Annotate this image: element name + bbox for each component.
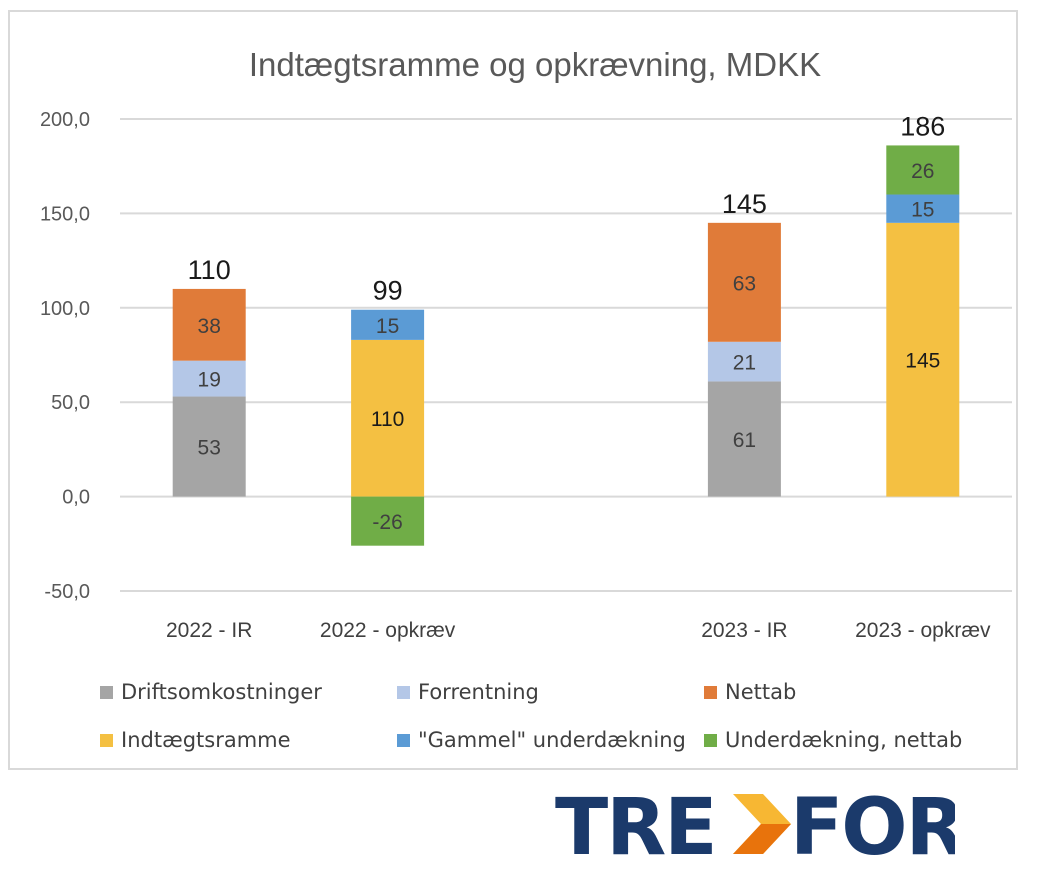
chart-frame: Indtægtsramme og opkrævning, MDKK 200,0 1… <box>8 10 1018 770</box>
y-tick-label: -50,0 <box>44 581 90 603</box>
data-label: 21 <box>733 352 756 375</box>
bar-segment <box>172 360 246 397</box>
bar-segment <box>707 341 781 382</box>
y-tick-label: 200,0 <box>40 109 90 131</box>
y-axis-tick-labels: 200,0 150,0 100,0 50,0 0,0 -50,0 <box>40 109 90 603</box>
total-label: 110 <box>188 255 231 285</box>
stacked-bar-chart: Indtægtsramme og opkrævning, MDKK 200,0 1… <box>40 46 1012 642</box>
legend-label: Nettab <box>725 680 797 704</box>
data-label: 15 <box>911 199 934 222</box>
legend-item-forrentning: Forrentning <box>397 680 539 704</box>
bar-segment <box>351 339 425 497</box>
total-label: 145 <box>722 189 767 219</box>
total-label: 186 <box>900 111 945 141</box>
legend-item-driftsomkostninger: Driftsomkostninger <box>100 680 322 704</box>
bar-segment <box>172 396 246 497</box>
data-label: 15 <box>376 315 399 338</box>
x-tick-label: 2023 - opkræv <box>855 619 991 642</box>
y-tick-label: 50,0 <box>51 392 90 414</box>
bar-segment <box>707 381 781 497</box>
legend-swatch <box>397 733 410 747</box>
logo-arrow-icon <box>733 794 791 854</box>
legend-label: Indtægtsramme <box>121 728 291 752</box>
data-label: 26 <box>911 160 934 183</box>
y-tick-label: 0,0 <box>62 487 90 509</box>
segment-labels: 53 19 38 110 15 -26 61 21 63 145 15 26 <box>198 160 941 534</box>
data-label: 53 <box>198 437 221 460</box>
legend-label: Underdækning, nettab <box>725 728 963 752</box>
data-label: 110 <box>371 408 404 431</box>
x-tick-label: 2022 - IR <box>166 619 252 642</box>
bars <box>172 145 960 546</box>
legend-label: Forrentning <box>418 680 539 704</box>
legend-swatch <box>100 685 113 699</box>
data-label: 19 <box>198 369 221 392</box>
y-tick-label: 100,0 <box>40 298 90 320</box>
x-tick-label: 2023 - IR <box>701 619 787 642</box>
bar-segment <box>886 145 960 195</box>
x-axis-tick-labels: 2022 - IR 2022 - opkræv 2023 - IR 2023 - op… <box>166 619 991 642</box>
legend-swatch <box>397 685 410 699</box>
data-label: 61 <box>733 429 756 452</box>
x-tick-label: 2022 - opkræv <box>320 619 456 642</box>
y-tick-label: 150,0 <box>40 203 90 225</box>
legend-swatch <box>704 733 717 747</box>
bar-segment <box>886 194 960 223</box>
total-label: 99 <box>373 276 403 306</box>
logo-text-right: FOR <box>790 786 955 866</box>
bar-segment <box>707 222 781 342</box>
logo-text-left: TRE <box>555 786 716 866</box>
data-label: 145 <box>905 350 940 373</box>
chart-legend: Driftsomkostninger Forrentning Nettab In… <box>100 680 1000 770</box>
bar-segment <box>172 288 246 361</box>
data-label: 38 <box>198 315 221 338</box>
legend-swatch <box>100 733 113 747</box>
bar-segment <box>886 222 960 497</box>
bar-segment <box>351 496 425 546</box>
gridlines <box>120 118 1012 592</box>
legend-item-gammel-underdaekning: "Gammel" underdækning <box>397 728 686 752</box>
legend-item-indtaegtsramme: Indtægtsramme <box>100 728 291 752</box>
legend-label: "Gammel" underdækning <box>418 728 686 752</box>
total-labels: 110 99 145 186 <box>188 111 946 305</box>
legend-label: Driftsomkostninger <box>121 680 322 704</box>
legend-swatch <box>704 685 717 699</box>
chart-title: Indtægtsramme og opkrævning, MDKK <box>249 46 821 83</box>
bar-segment <box>351 309 425 340</box>
trefor-logo: TRE FOR <box>555 786 955 866</box>
legend-item-nettab: Nettab <box>704 680 796 704</box>
data-label: -26 <box>372 511 402 534</box>
data-label: 63 <box>733 272 756 295</box>
legend-item-underdaekning-nettab: Underdækning, nettab <box>704 728 962 752</box>
